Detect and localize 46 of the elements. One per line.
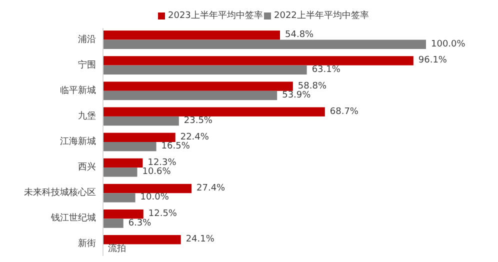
bar xyxy=(103,116,179,126)
bar xyxy=(103,90,278,100)
bar xyxy=(103,30,280,40)
bar xyxy=(103,193,136,202)
data-label: 100.0% xyxy=(431,39,466,50)
data-label: 68.7% xyxy=(330,106,359,117)
data-label: 6.3% xyxy=(128,218,152,228)
legend-label: 2023上半年平均中签率 xyxy=(168,10,263,21)
data-label: 16.5% xyxy=(161,142,190,152)
y-tick-label: 钱江世纪城 xyxy=(50,212,96,224)
y-tick-label: 西兴 xyxy=(78,162,96,173)
bar xyxy=(103,40,426,49)
bar xyxy=(103,82,293,91)
bar xyxy=(103,158,143,168)
data-label: 63.1% xyxy=(312,64,341,75)
y-tick-label: 临平新城 xyxy=(60,84,96,96)
legend-label: 2022上半年平均中签率 xyxy=(274,10,369,21)
y-tick-label: 九堡 xyxy=(78,110,96,122)
bar xyxy=(103,209,144,219)
bar xyxy=(103,65,307,75)
bar xyxy=(103,168,138,177)
data-label: 10.0% xyxy=(140,192,170,203)
bar xyxy=(103,184,192,194)
bar xyxy=(103,107,325,116)
y-tick-label: 江海新城 xyxy=(60,136,96,147)
text: 流拍 xyxy=(108,244,126,254)
data-label: 53.9% xyxy=(282,90,312,100)
data-label: 54.8% xyxy=(285,30,314,40)
y-tick-label: 宁围 xyxy=(78,59,96,70)
bar xyxy=(103,142,156,152)
y-tick-label: 浦沿 xyxy=(78,34,96,45)
bar xyxy=(103,56,414,66)
data-label: 24.1% xyxy=(186,234,215,245)
data-label: 12.5% xyxy=(148,209,178,220)
data-label: 96.1% xyxy=(418,56,448,66)
bar xyxy=(103,132,176,142)
data-label: 23.5% xyxy=(184,116,213,126)
data-label: 58.8% xyxy=(298,81,327,92)
data-label: 10.6% xyxy=(142,167,172,178)
y-tick-label: 未来科技城核心区 xyxy=(24,187,96,198)
data-label: 27.4% xyxy=(196,184,226,194)
bar xyxy=(103,235,181,244)
y-tick-label: 新街 xyxy=(78,238,96,250)
data-label: 12.3% xyxy=(148,158,177,168)
data-label: 22.4% xyxy=(180,132,210,142)
bar xyxy=(103,218,124,228)
